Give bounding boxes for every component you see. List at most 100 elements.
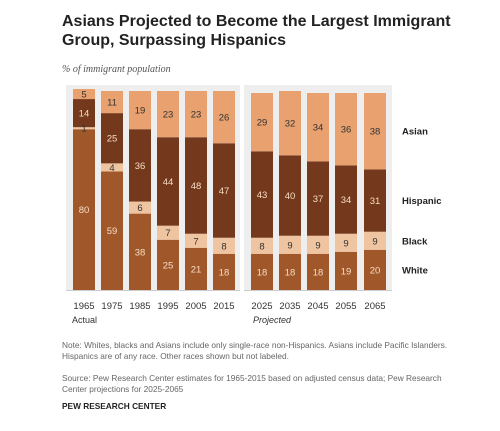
- bar-segment-black-2035: [279, 235, 301, 254]
- bar-segment-black-1965: [73, 127, 95, 130]
- bar-segment-asian-2015: [213, 91, 235, 144]
- data-label-black-2055: 9: [343, 238, 348, 249]
- data-label-asian-2005: 23: [191, 110, 202, 121]
- x-tick-label-1995: 1995: [157, 301, 178, 312]
- data-label-white-2015: 18: [219, 267, 230, 278]
- organization-name: PEW RESEARCH CENTER: [62, 401, 167, 411]
- bar-segment-black-2065: [364, 231, 386, 250]
- bar-segment-hispanic-2065: [364, 169, 386, 232]
- data-label-asian-1965: 5: [81, 90, 86, 101]
- bar-segment-hispanic-1965: [73, 99, 95, 128]
- data-label-black-2065: 9: [372, 236, 377, 247]
- data-label-hispanic-2035: 40: [285, 191, 296, 202]
- data-label-black-2035: 9: [287, 240, 292, 251]
- x-tick-label-1985: 1985: [129, 301, 150, 312]
- data-label-white-2005: 21: [191, 264, 202, 275]
- bar-segment-white-1995: [157, 239, 179, 290]
- data-label-white-1975: 59: [107, 226, 118, 237]
- data-label-black-1995: 7: [165, 228, 170, 239]
- bar-segment-black-2025: [251, 237, 273, 254]
- data-label-asian-2035: 32: [285, 119, 296, 130]
- bar-segment-asian-2035: [279, 91, 301, 156]
- x-tick-label-2005: 2005: [185, 301, 206, 312]
- data-label-black-2045: 9: [315, 240, 320, 251]
- data-label-hispanic-2025: 43: [257, 190, 268, 201]
- data-label-hispanic-2055: 34: [341, 195, 352, 206]
- bar-segment-white-1985: [129, 213, 151, 290]
- x-tick-label-2015: 2015: [213, 301, 234, 312]
- bar-segment-black-2005: [185, 233, 207, 248]
- data-label-asian-1995: 23: [163, 110, 174, 121]
- bar-segment-asian-1985: [129, 91, 151, 130]
- data-label-hispanic-1965: 14: [79, 109, 90, 120]
- bar-segment-hispanic-1995: [157, 137, 179, 226]
- data-label-black-1975: 4: [109, 163, 114, 174]
- bar-segment-white-2005: [185, 247, 207, 290]
- data-label-hispanic-2015: 47: [219, 186, 230, 197]
- x-tick-label-2025: 2025: [251, 301, 272, 312]
- data-label-hispanic-2065: 31: [370, 196, 381, 207]
- data-label-black-2005: 7: [193, 236, 198, 247]
- bar-segment-hispanic-2015: [213, 143, 235, 238]
- data-label-asian-2015: 26: [219, 113, 230, 124]
- data-label-asian-2025: 29: [257, 118, 268, 129]
- bar-segment-asian-2055: [335, 93, 357, 166]
- x-tick-label-1975: 1975: [101, 301, 122, 312]
- bar-segment-black-1995: [157, 225, 179, 240]
- bar-segment-black-2045: [307, 235, 329, 254]
- data-label-asian-2055: 36: [341, 125, 352, 136]
- data-label-black-1985: 6: [137, 203, 142, 214]
- bar-segment-white-1975: [101, 171, 123, 290]
- bar-segment-white-2025: [251, 253, 273, 290]
- data-label-white-1995: 25: [163, 260, 174, 271]
- data-label-white-2055: 19: [341, 266, 352, 277]
- x-tick-label-2065: 2065: [364, 301, 385, 312]
- bar-segment-white-2035: [279, 253, 301, 290]
- bar-segment-white-1965: [73, 129, 95, 290]
- bar-segment-asian-2005: [185, 91, 207, 138]
- x-tick-label-2045: 2045: [307, 301, 328, 312]
- data-label-white-2065: 20: [370, 265, 381, 276]
- data-label-white-1985: 38: [135, 247, 146, 258]
- data-label-asian-2065: 38: [370, 127, 381, 138]
- legend-label-white: White: [402, 265, 428, 276]
- bar-segment-asian-1975: [101, 91, 123, 114]
- bar-segment-hispanic-1975: [101, 113, 123, 164]
- data-label-white-1965: 80: [79, 205, 90, 216]
- data-label-hispanic-2005: 48: [191, 181, 202, 192]
- bar-segment-asian-1995: [157, 91, 179, 138]
- bar-segment-hispanic-2025: [251, 151, 273, 238]
- x-tick-label-2035: 2035: [279, 301, 300, 312]
- data-label-white-2035: 18: [285, 267, 296, 278]
- bar-segment-asian-2025: [251, 93, 273, 152]
- data-label-hispanic-1985: 36: [135, 161, 146, 172]
- bar-segment-asian-2065: [364, 93, 386, 170]
- data-label-white-2025: 18: [257, 267, 268, 278]
- bar-segment-white-2045: [307, 253, 329, 290]
- legend-label-asian: Asian: [402, 127, 428, 138]
- bar-segment-black-2015: [213, 237, 235, 254]
- bar-segment-hispanic-2055: [335, 165, 357, 234]
- chart-source: Source: Pew Research Center estimates fo…: [62, 373, 442, 394]
- chart-title: Asians Projected to Become the Largest I…: [62, 13, 451, 49]
- bar-segment-asian-2045: [307, 93, 329, 162]
- group-label-projected: Projected: [253, 315, 292, 325]
- legend-label-black: Black: [402, 236, 428, 247]
- data-label-black-2025: 8: [259, 241, 264, 252]
- data-label-black-2015: 8: [221, 241, 226, 252]
- bar-segment-asian-1965: [73, 89, 95, 100]
- chart-note: Note: Whites, blacks and Asians include …: [62, 340, 448, 361]
- data-label-white-2045: 18: [313, 267, 324, 278]
- data-label-asian-2045: 34: [313, 123, 324, 134]
- bar-segment-hispanic-2005: [185, 137, 207, 234]
- bar-segment-white-2015: [213, 253, 235, 290]
- data-label-black-1965: 1: [81, 124, 86, 135]
- group-label-actual: Actual: [72, 315, 97, 325]
- bar-segment-black-2055: [335, 233, 357, 252]
- bar-segment-hispanic-1985: [129, 129, 151, 202]
- data-label-asian-1975: 11: [107, 98, 117, 109]
- bar-segment-hispanic-2045: [307, 161, 329, 236]
- data-label-hispanic-1975: 25: [107, 134, 118, 145]
- x-tick-label-2055: 2055: [335, 301, 356, 312]
